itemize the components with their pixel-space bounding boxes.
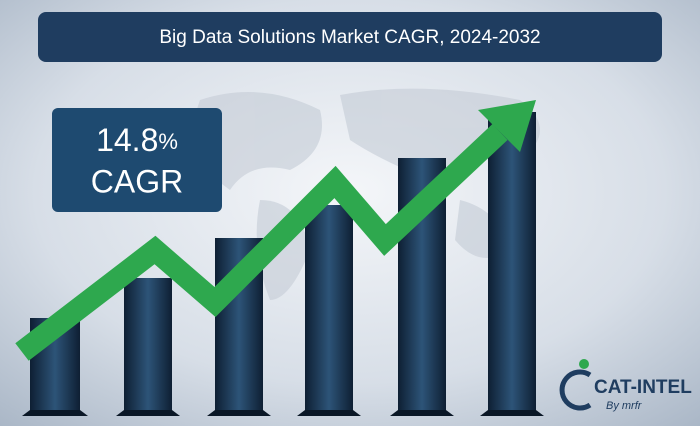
logo: CAT-INTEL By mrfr (559, 359, 692, 412)
logo-byline: By mrfr (606, 400, 643, 412)
title-pill (38, 12, 662, 62)
callout-box (52, 108, 222, 212)
callout-unit: % (158, 129, 178, 154)
callout-value: 14.8% (96, 122, 178, 158)
logo-name: CAT-INTEL (594, 377, 692, 398)
callout-label: CAGR (91, 163, 183, 199)
callout-number: 14.8 (96, 122, 158, 158)
trend-arrow (15, 100, 536, 361)
title: Big Data Solutions Market CAGR, 2024-203… (159, 27, 540, 48)
